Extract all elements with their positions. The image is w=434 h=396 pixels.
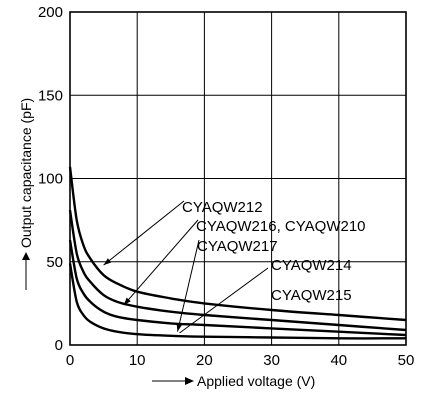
y-tick-label: 150 bbox=[38, 87, 63, 104]
curve-label-cyaqw215: CYAQW215 bbox=[271, 287, 352, 304]
x-axis-label: Applied voltage (V) bbox=[197, 373, 315, 389]
leader-line bbox=[103, 200, 185, 266]
series-curve-cyaqw214 bbox=[68, 263, 407, 340]
x-tick-label: 40 bbox=[330, 352, 347, 369]
x-tick-label: 0 bbox=[66, 352, 74, 369]
curve-label-cyaqw214: CYAQW214 bbox=[271, 257, 352, 274]
y-axis-arrow-head bbox=[22, 252, 30, 260]
leader-line bbox=[123, 219, 199, 306]
curve-label-cyaqw217: CYAQW217 bbox=[197, 238, 278, 255]
y-tick-label: 200 bbox=[38, 4, 63, 21]
series-curve-cyaqw216-cyaqw210 bbox=[68, 209, 407, 332]
x-tick-label: 10 bbox=[129, 352, 146, 369]
plot-frame bbox=[69, 11, 407, 346]
y-tick-label: 100 bbox=[38, 171, 63, 188]
x-tick-label: 30 bbox=[263, 352, 280, 369]
leader-arrowhead bbox=[103, 258, 112, 266]
grid-lines bbox=[69, 11, 407, 346]
series-curve-cyaqw217 bbox=[68, 239, 407, 337]
x-tick-label: 20 bbox=[196, 352, 213, 369]
x-axis-title: Applied voltage (V) bbox=[152, 373, 315, 389]
leader-line bbox=[177, 239, 200, 332]
x-tick-label: 50 bbox=[398, 352, 415, 369]
x-axis-arrow-head bbox=[185, 377, 194, 385]
leader-lines bbox=[103, 200, 269, 334]
series-curve-cyaqw212 bbox=[68, 166, 407, 322]
curve-layer bbox=[68, 166, 407, 340]
leader-arrowhead bbox=[176, 323, 182, 332]
y-axis-label: Output capacitance (pF) bbox=[18, 98, 34, 248]
y-axis-title: Output capacitance (pF) bbox=[18, 98, 34, 290]
leader-line bbox=[179, 267, 269, 334]
curve-labels: CYAQW212 CYAQW216, CYAQW210 CYAQW217 CYAQW2… bbox=[182, 199, 366, 304]
tick-labels: 0 10 20 30 40 50 0 50 100 150 200 bbox=[38, 4, 414, 369]
leader-arrowhead bbox=[123, 297, 131, 306]
curve-label-cyaqw212: CYAQW212 bbox=[182, 199, 263, 216]
curve-label-cyaqw216-cyaqw210: CYAQW216, CYAQW210 bbox=[196, 218, 366, 235]
y-tick-label: 0 bbox=[55, 337, 63, 354]
y-tick-label: 50 bbox=[46, 254, 63, 271]
